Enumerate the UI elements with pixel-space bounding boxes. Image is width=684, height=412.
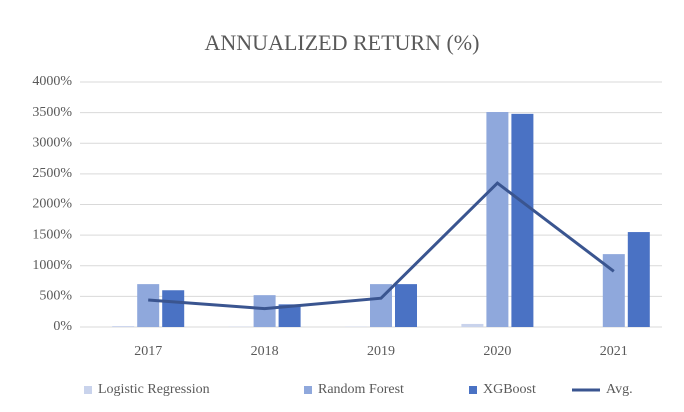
bar xyxy=(278,304,301,327)
chart-title: ANNUALIZED RETURN (%) xyxy=(205,30,480,55)
bar xyxy=(627,232,650,327)
y-tick-label: 1000% xyxy=(32,258,72,273)
legend-swatch xyxy=(469,386,477,394)
y-tick-label: 500% xyxy=(39,289,72,304)
legend-swatch xyxy=(84,386,92,394)
bar xyxy=(137,284,160,327)
y-tick-label: 1500% xyxy=(32,227,72,242)
bar xyxy=(461,323,484,327)
bar xyxy=(162,290,185,327)
legend-label: Avg. xyxy=(606,382,633,397)
legend-label: XGBoost xyxy=(483,382,536,397)
y-tick-label: 0% xyxy=(53,319,72,334)
y-tick-label: 3000% xyxy=(32,135,72,150)
bar xyxy=(602,254,625,327)
x-tick-label: 2019 xyxy=(367,344,395,359)
y-tick-label: 2000% xyxy=(32,197,72,212)
bar xyxy=(486,112,509,327)
bar xyxy=(253,295,276,327)
y-tick-label: 2500% xyxy=(32,166,72,181)
x-tick-label: 2017 xyxy=(134,344,162,359)
line xyxy=(148,181,615,311)
legend-label: Logistic Regression xyxy=(98,382,210,397)
x-tick-label: 2020 xyxy=(483,344,511,359)
bar xyxy=(511,113,534,327)
y-tick-label: 4000% xyxy=(32,74,72,89)
legend-swatch xyxy=(304,386,312,394)
x-tick-label: 2018 xyxy=(251,344,279,359)
y-tick-label: 3500% xyxy=(32,105,72,120)
x-tick-label: 2021 xyxy=(600,344,628,359)
bar xyxy=(395,284,417,327)
bar xyxy=(112,326,135,327)
legend-label: Random Forest xyxy=(318,382,404,397)
